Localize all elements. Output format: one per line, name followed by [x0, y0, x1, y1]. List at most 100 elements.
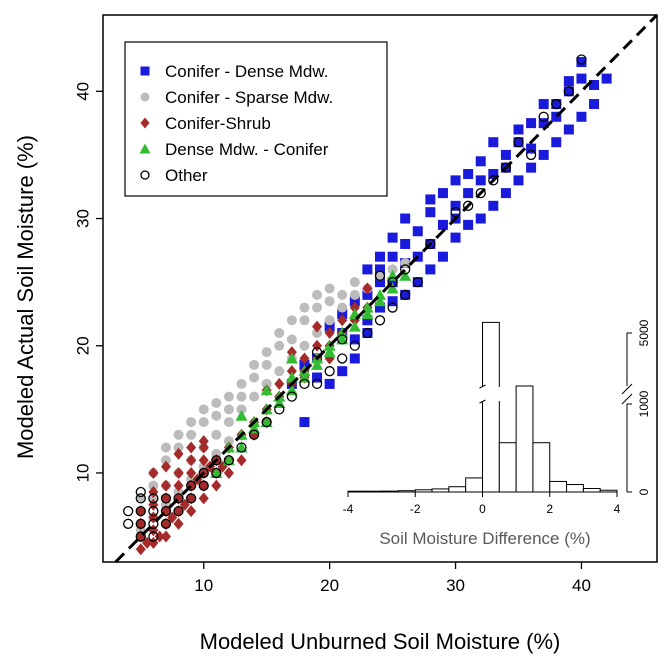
point-conifer-sparse-mdw	[274, 328, 285, 339]
y-tick-label: 40	[73, 82, 92, 101]
histogram-bar	[498, 442, 517, 493]
legend-label-dense-mdw-conifer: Dense Mdw. - Conifer	[165, 140, 329, 159]
x-tick-label: 20	[320, 576, 339, 595]
point-conifer-sparse-mdw	[299, 340, 310, 351]
x-axis-label: Modeled Unburned Soil Moisture (%)	[200, 629, 561, 654]
point-conifer-sparse-mdw	[274, 340, 285, 351]
point-conifer-sparse-mdw	[173, 429, 184, 440]
point-conifer-shrub	[198, 454, 209, 467]
point-conifer-sparse-mdw	[349, 289, 360, 300]
histogram-bar	[566, 484, 584, 493]
point-conifer-sparse-mdw	[211, 429, 222, 440]
histogram-bar	[448, 486, 467, 493]
point-other	[299, 378, 310, 390]
point-conifer-dense-mdw	[589, 99, 600, 110]
point-conifer-sparse-mdw	[249, 391, 260, 402]
point-conifer-shrub	[198, 435, 209, 448]
point-other	[148, 518, 159, 529]
histogram-bar	[515, 385, 534, 493]
point-other	[488, 175, 499, 186]
inset-axis-break-mark	[621, 393, 633, 405]
point-other	[538, 111, 549, 122]
point-conifer-dense-mdw	[538, 99, 549, 110]
point-conifer-sparse-mdw	[324, 296, 335, 307]
inset-y-tick-label: 5000	[637, 319, 651, 346]
point-conifer-dense-mdw	[375, 277, 385, 288]
point-other	[387, 276, 398, 288]
point-dense-mdw-conifer	[260, 384, 273, 396]
point-other	[148, 493, 159, 504]
point-dense-mdw-conifer	[222, 454, 235, 466]
point-other	[223, 455, 235, 466]
point-conifer-sparse-mdw	[312, 302, 323, 313]
point-conifer-dense-mdw	[475, 175, 486, 186]
point-conifer-dense-mdw	[299, 417, 310, 428]
point-other	[211, 455, 222, 466]
point-conifer-sparse-mdw	[312, 289, 323, 300]
point-conifer-dense-mdw	[299, 359, 310, 370]
point-conifer-dense-mdw	[387, 296, 398, 307]
point-conifer-shrub	[148, 466, 159, 479]
point-conifer-dense-mdw	[362, 289, 373, 300]
histogram-break-mark	[479, 384, 486, 389]
point-conifer-dense-mdw	[563, 76, 574, 87]
point-conifer-sparse-mdw	[211, 397, 222, 408]
point-conifer-sparse-mdw	[211, 410, 222, 421]
inset-x-tick-label: -4	[343, 502, 354, 516]
legend-marker-conifer-sparse-mdw	[140, 92, 150, 102]
histogram-bar	[532, 442, 551, 493]
point-dense-mdw-conifer	[361, 301, 374, 313]
legend-marker-conifer-shrub	[140, 117, 150, 129]
x-tick-label: 40	[572, 576, 591, 595]
plot-frame	[102, 14, 658, 563]
point-conifer-dense-mdw	[500, 188, 511, 199]
point-other	[135, 493, 146, 504]
point-other	[525, 149, 537, 161]
point-conifer-shrub	[135, 543, 146, 556]
point-conifer-dense-mdw	[475, 213, 486, 224]
point-other	[198, 467, 209, 479]
point-conifer-shrub	[186, 492, 197, 505]
point-conifer-dense-mdw	[563, 86, 574, 97]
inset-axes: -4 -2 0 2 4 0 1000 5000	[343, 319, 652, 516]
point-conifer-shrub	[173, 466, 184, 479]
point-conifer-sparse-mdw	[324, 315, 335, 326]
point-other	[148, 531, 159, 542]
point-conifer-dense-mdw	[425, 264, 436, 275]
point-dense-mdw-conifer	[210, 466, 223, 478]
point-other	[374, 315, 386, 326]
point-conifer-sparse-mdw	[223, 404, 234, 415]
point-conifer-shrub	[173, 479, 184, 492]
inset-histogram: -4 -2 0 2 4 0 1000 5000 Soil Moisture Differenc…	[343, 319, 652, 548]
point-conifer-dense-mdw	[551, 111, 562, 122]
point-conifer-shrub	[135, 505, 146, 518]
point-conifer-sparse-mdw	[186, 417, 197, 428]
point-dense-mdw-conifer	[374, 295, 386, 307]
point-conifer-dense-mdw	[576, 111, 587, 122]
point-conifer-dense-mdw	[337, 366, 348, 377]
point-other	[135, 531, 146, 542]
legend-label-conifer-shrub: Conifer-Shrub	[165, 114, 271, 133]
histogram-bar	[465, 477, 483, 493]
point-other	[173, 493, 184, 504]
point-conifer-sparse-mdw	[148, 493, 159, 504]
y-tick-label: 20	[73, 336, 92, 355]
point-conifer-sparse-mdw	[236, 378, 247, 389]
point-dense-mdw-conifer	[235, 409, 248, 421]
point-conifer-dense-mdw	[463, 219, 474, 230]
point-conifer-dense-mdw	[475, 156, 486, 167]
point-conifer-shrub	[211, 479, 222, 492]
point-conifer-dense-mdw	[463, 188, 474, 199]
point-conifer-dense-mdw	[400, 289, 411, 300]
point-conifer-dense-mdw	[349, 334, 360, 345]
histogram-bar	[482, 321, 500, 493]
point-conifer-dense-mdw	[538, 149, 549, 160]
point-conifer-dense-mdw	[387, 277, 398, 288]
point-dense-mdw-conifer	[260, 416, 273, 428]
point-other	[475, 187, 486, 199]
legend-marker-dense-mdw-conifer	[139, 143, 151, 154]
point-conifer-shrub	[160, 492, 171, 505]
point-conifer-dense-mdw	[463, 169, 474, 180]
inset-x-tick-label: 2	[546, 502, 553, 516]
point-conifer-shrub	[236, 454, 247, 467]
